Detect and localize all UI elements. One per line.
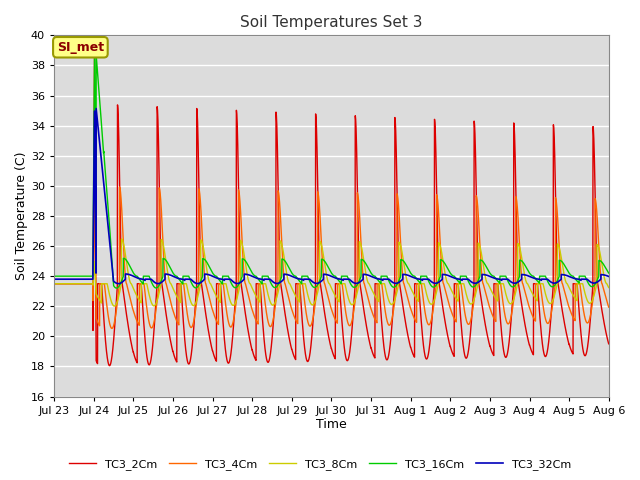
TC3_2Cm bbox=[106, 363, 113, 369]
TC3_4Cm bbox=[414, 281, 422, 287]
TC3_2Cm bbox=[414, 281, 422, 287]
TC3_2Cm bbox=[598, 308, 606, 314]
Line: TC3_16Cm: TC3_16Cm bbox=[54, 55, 609, 288]
TC3_32Cm bbox=[401, 272, 409, 277]
TC3_4Cm bbox=[605, 304, 612, 310]
TC3_32Cm bbox=[126, 272, 134, 278]
TC3_8Cm bbox=[126, 279, 134, 285]
TC3_16Cm bbox=[344, 274, 351, 279]
TC3_32Cm bbox=[92, 106, 100, 111]
TC3_16Cm bbox=[498, 273, 506, 279]
TC3_32Cm bbox=[414, 276, 422, 282]
TC3_8Cm bbox=[111, 303, 118, 309]
TC3_4Cm bbox=[498, 288, 506, 294]
TC3_8Cm bbox=[118, 236, 125, 242]
Line: TC3_2Cm: TC3_2Cm bbox=[54, 54, 609, 366]
TC3_16Cm bbox=[605, 270, 612, 276]
Title: Soil Temperatures Set 3: Soil Temperatures Set 3 bbox=[240, 15, 422, 30]
Legend: TC3_2Cm, TC3_4Cm, TC3_8Cm, TC3_16Cm, TC3_32Cm: TC3_2Cm, TC3_4Cm, TC3_8Cm, TC3_16Cm, TC3… bbox=[64, 455, 576, 474]
TC3_8Cm bbox=[598, 263, 606, 268]
TC3_4Cm bbox=[598, 281, 606, 287]
TC3_16Cm bbox=[598, 260, 606, 265]
Y-axis label: Soil Temperature (C): Soil Temperature (C) bbox=[15, 152, 28, 280]
TC3_16Cm bbox=[126, 264, 134, 270]
TC3_4Cm bbox=[401, 285, 409, 291]
TC3_32Cm bbox=[344, 276, 351, 282]
TC3_16Cm bbox=[92, 52, 100, 58]
TC3_8Cm bbox=[605, 285, 612, 290]
X-axis label: Time: Time bbox=[316, 419, 347, 432]
TC3_2Cm bbox=[605, 341, 612, 347]
TC3_32Cm bbox=[598, 272, 606, 277]
Line: TC3_8Cm: TC3_8Cm bbox=[54, 239, 609, 306]
TC3_2Cm bbox=[401, 317, 409, 323]
TC3_8Cm bbox=[344, 292, 351, 298]
TC3_8Cm bbox=[50, 281, 58, 287]
TC3_4Cm bbox=[126, 296, 134, 302]
TC3_32Cm bbox=[115, 281, 122, 287]
TC3_8Cm bbox=[401, 268, 409, 274]
TC3_16Cm bbox=[401, 260, 409, 266]
Line: TC3_32Cm: TC3_32Cm bbox=[54, 108, 609, 284]
TC3_2Cm bbox=[498, 329, 506, 335]
TC3_16Cm bbox=[414, 277, 422, 283]
TC3_2Cm bbox=[91, 51, 99, 57]
TC3_4Cm bbox=[116, 184, 124, 190]
TC3_16Cm bbox=[50, 273, 58, 279]
TC3_32Cm bbox=[50, 276, 58, 282]
Line: TC3_4Cm: TC3_4Cm bbox=[54, 187, 609, 328]
TC3_2Cm bbox=[126, 335, 134, 340]
TC3_8Cm bbox=[498, 281, 506, 287]
TC3_4Cm bbox=[50, 281, 58, 287]
TC3_8Cm bbox=[414, 298, 422, 303]
TC3_2Cm bbox=[50, 281, 58, 287]
TC3_2Cm bbox=[344, 358, 351, 363]
Text: SI_met: SI_met bbox=[57, 41, 104, 54]
TC3_4Cm bbox=[108, 325, 116, 331]
TC3_4Cm bbox=[344, 318, 351, 324]
TC3_32Cm bbox=[498, 277, 506, 283]
TC3_16Cm bbox=[113, 285, 120, 291]
TC3_32Cm bbox=[605, 274, 612, 279]
